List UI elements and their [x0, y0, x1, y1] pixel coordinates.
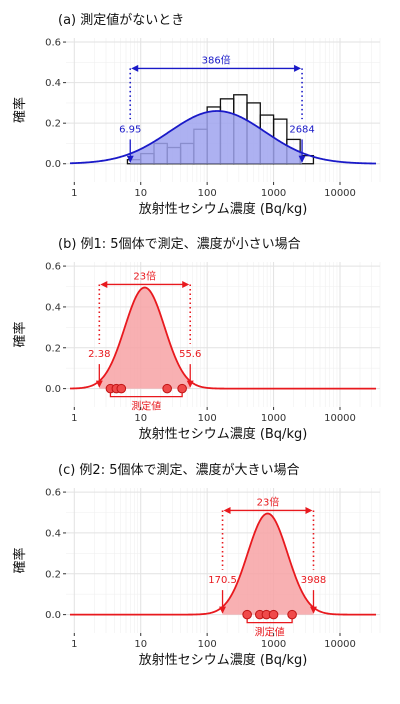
- y-tick-label: 0.4: [45, 528, 61, 539]
- interval-down-arrow-head: [298, 155, 306, 163]
- interval-high-label: 3988: [301, 575, 326, 586]
- y-tick-label: 0.0: [45, 159, 61, 170]
- interval-down-arrow-head: [186, 380, 194, 388]
- x-tick-label: 1: [71, 639, 77, 650]
- measurement-point: [177, 383, 187, 394]
- chart-title: (c) 例2: 5個体で測定、濃度が大きい場合: [58, 462, 299, 478]
- y-tick-label: 0.0: [45, 610, 61, 621]
- x-axis-label: 放射性セシウム濃度 (Bq/kg): [139, 201, 308, 217]
- y-tick-label: 0.2: [45, 119, 61, 130]
- x-tick-label: 1000: [261, 639, 286, 650]
- x-tick-label: 1000: [261, 188, 286, 199]
- interval-low-label: 170.5: [208, 575, 237, 586]
- chart-title: (b) 例1: 5個体で測定、濃度が小さい場合: [58, 236, 301, 252]
- density-shaded-interval: [99, 287, 191, 389]
- density-shaded-interval: [130, 111, 303, 164]
- y-axis-label: 確率: [12, 97, 28, 123]
- y-axis-label: 確率: [12, 321, 28, 347]
- points-label: 測定値: [131, 400, 161, 413]
- interval-high-label: 55.6: [179, 349, 201, 360]
- interval-low-label: 6.95: [119, 124, 141, 135]
- y-tick-label: 0.2: [45, 343, 61, 354]
- x-tick-label: 10: [134, 639, 147, 650]
- ratio-label: 23倍: [257, 495, 280, 508]
- x-tick-label: 1: [71, 413, 77, 424]
- ratio-arrow-head-left: [100, 280, 108, 288]
- x-tick-label: 1: [71, 188, 77, 199]
- ratio-label: 23倍: [133, 269, 156, 282]
- ratio-arrow-head-left: [131, 64, 139, 72]
- x-tick-label: 100: [198, 413, 217, 424]
- interval-down-arrow-head: [95, 380, 103, 388]
- y-tick-label: 0.4: [45, 302, 61, 313]
- interval-down-arrow-head: [126, 155, 134, 163]
- measurement-point: [287, 609, 297, 620]
- measurement-point: [268, 609, 279, 620]
- measurement-point: [162, 383, 172, 394]
- density-curve: [69, 110, 377, 165]
- y-tick-label: 0.6: [45, 38, 61, 49]
- x-tick-label: 10: [134, 188, 147, 199]
- x-tick-label: 10000: [324, 188, 356, 199]
- points-bracket: [109, 392, 183, 398]
- ratio-label: 386倍: [202, 53, 231, 66]
- density-shaded-interval: [222, 513, 314, 615]
- interval-low-label: 2.38: [88, 349, 110, 360]
- x-tick-label: 10000: [324, 639, 356, 650]
- x-tick-label: 1000: [261, 413, 286, 424]
- y-axis-label: 確率: [12, 547, 28, 573]
- ratio-arrow-head-right: [305, 506, 313, 514]
- y-tick-label: 0.6: [45, 488, 61, 499]
- x-axis-label: 放射性セシウム濃度 (Bq/kg): [139, 652, 308, 668]
- y-tick-label: 0.0: [45, 384, 61, 395]
- ratio-arrow-head-right: [294, 64, 302, 72]
- measurement-point: [242, 609, 252, 620]
- x-tick-label: 100: [198, 639, 217, 650]
- measurement-point: [116, 383, 127, 394]
- interval-down-arrow-head: [309, 606, 317, 614]
- y-tick-label: 0.2: [45, 569, 61, 580]
- x-tick-label: 10: [134, 413, 147, 424]
- points-bracket: [246, 618, 293, 624]
- interval-down-arrow-head: [219, 606, 227, 614]
- chart-title: (a) 測定値がないとき: [58, 12, 184, 28]
- points-label: 測定値: [255, 626, 285, 639]
- y-tick-label: 0.4: [45, 78, 61, 89]
- interval-high-label: 2684: [289, 124, 314, 135]
- x-tick-label: 100: [198, 188, 217, 199]
- x-tick-label: 10000: [324, 413, 356, 424]
- y-tick-label: 0.6: [45, 262, 61, 273]
- x-axis-label: 放射性セシウム濃度 (Bq/kg): [139, 426, 308, 442]
- ratio-arrow-head-right: [182, 280, 190, 288]
- ratio-arrow-head-left: [223, 506, 231, 514]
- density-curve: [69, 286, 377, 390]
- chart-panel-1: (a) 測定値がないとき 6.95 2684 386倍 1 10 100 1000 10000 0…: [12, 12, 381, 217]
